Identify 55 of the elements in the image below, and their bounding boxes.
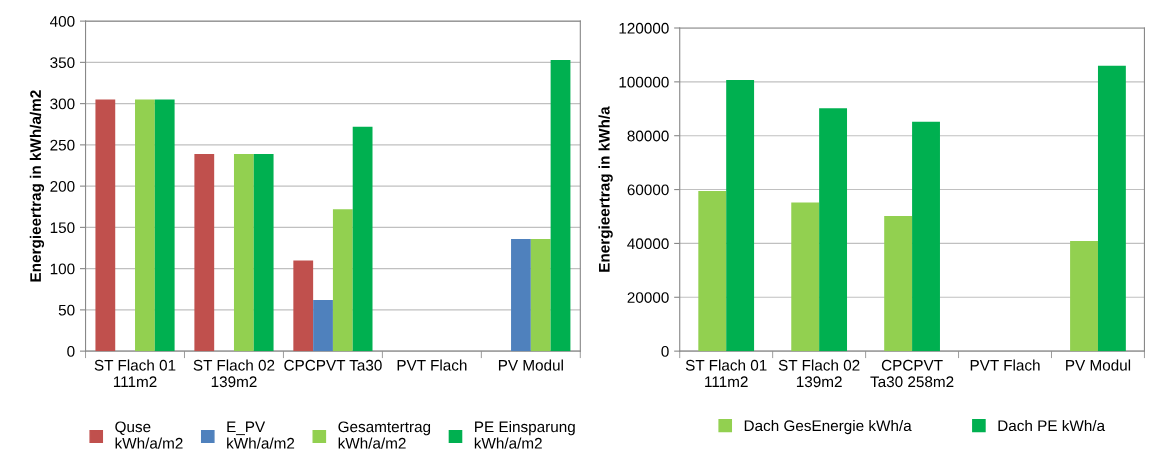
bar: [550, 59, 571, 352]
y-tick-label: 20000: [627, 292, 669, 303]
bar: [154, 99, 175, 352]
y-tick-label: 0: [661, 346, 669, 357]
legend-label: Quse kWh/a/m2: [115, 421, 183, 449]
bar: [332, 209, 353, 352]
legend-label: Dach PE kWh/a: [998, 419, 1106, 432]
bar: [352, 126, 373, 352]
x-tick-label: ST Flach 01 111m2: [94, 359, 176, 387]
legend-label: Gesamtertrag kWh/a/m2: [338, 421, 431, 449]
bar: [530, 238, 551, 352]
bar: [233, 153, 254, 352]
bar: [95, 99, 116, 352]
y-tick-label: 0: [67, 346, 75, 357]
y-axis-title: Energieertrag in kWh/a: [598, 106, 613, 272]
bar: [1070, 241, 1098, 352]
bar: [884, 215, 913, 352]
legend-label: PE Einsparung kWh/a/m2: [474, 420, 575, 449]
y-tick-label: 250: [50, 139, 75, 151]
y-tick-label: 60000: [627, 184, 669, 196]
bar: [313, 299, 333, 352]
bar: [698, 190, 727, 352]
bar: [194, 153, 215, 352]
x-tick-label: ST Flach 02 139m2: [778, 359, 860, 388]
y-tick-label: 350: [50, 57, 75, 69]
legend-label: Dach GesEnergie kWh/a: [744, 419, 912, 435]
bar: [791, 202, 820, 352]
bar: [726, 79, 755, 352]
x-tick-label: ST Flach 01 111m2: [685, 359, 767, 387]
y-tick-label: 400: [49, 15, 75, 27]
bar: [135, 99, 155, 352]
x-tick-label: ST Flach 02 139m2: [193, 359, 275, 388]
bar: [253, 153, 274, 352]
y-tick-label: 120000: [619, 22, 669, 34]
y-tick-label: 40000: [627, 238, 669, 250]
y-tick-label: 80000: [627, 130, 669, 142]
y-axis-title: Energieertrag in kWh/a/m2: [29, 90, 45, 282]
y-tick-label: 100: [50, 263, 75, 275]
bar: [1097, 65, 1126, 352]
y-tick-label: 200: [50, 180, 75, 192]
bar: [912, 121, 940, 352]
x-tick-label: CPCPVT Ta30 258m2: [870, 359, 954, 388]
y-tick-label: 150: [50, 222, 75, 234]
bar: [511, 238, 531, 352]
legend-label: E_PV kWh/a/m2: [227, 421, 295, 449]
x-tick-label: PVT Flach: [397, 359, 467, 371]
x-tick-label: CPCPVT Ta30: [284, 359, 382, 371]
x-tick-label: PV Modul: [1066, 359, 1131, 371]
y-tick-label: 50: [58, 304, 75, 316]
x-tick-label: PV Modul: [498, 359, 563, 371]
bar: [293, 260, 314, 352]
y-tick-label: 300: [50, 98, 75, 110]
y-tick-label: 100000: [619, 76, 669, 88]
bar: [819, 108, 848, 352]
x-tick-label: PVT Flach: [970, 359, 1040, 371]
